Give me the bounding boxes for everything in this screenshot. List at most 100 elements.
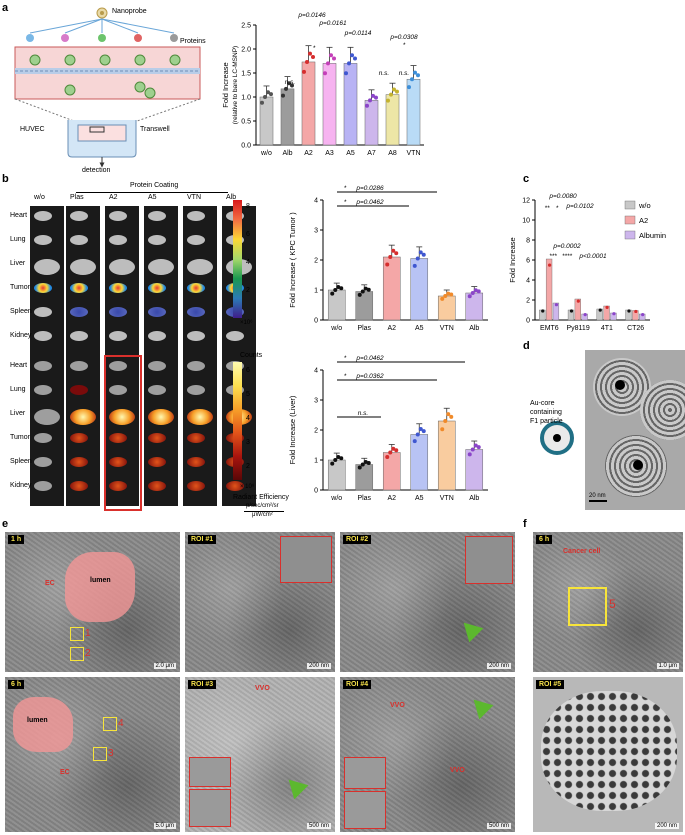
organ-image [148,235,166,245]
legend-label: A2 [639,216,648,225]
data-point [612,312,616,316]
cbar-bot-unit: × 10⁸ [240,484,255,490]
annotation: * [344,355,347,362]
d-caption-1: Au-core [530,400,555,407]
au-core-particle-icon [540,421,574,455]
lumen-label-2: lumen [27,717,48,724]
panel-label-b: b [2,173,9,185]
organ-image [226,481,244,491]
y-axis-label: Fold Increase ( KPC Tumor ) [288,212,297,308]
y-tick-label: 10 [522,218,530,225]
organ-image [148,457,166,467]
tag-1h: 1 h [8,535,25,544]
data-point [290,83,294,88]
y-axis-label: Fold Increase [221,62,230,107]
bar [410,434,429,491]
colorbar-top [233,200,242,318]
organ-image [148,307,166,317]
organ-image [109,457,127,467]
annotation: * [313,45,316,52]
organ-image [34,259,60,275]
organ-image [34,409,60,425]
organ-image [109,481,127,491]
y-tick-label: 4 [314,368,318,375]
scale-roi1: 200 nm [306,663,331,669]
d-caption-2: containing [530,409,562,416]
annotation: p=0.0080 [548,193,577,200]
annotation: * [344,185,347,192]
x-tick-label: Alb [282,150,292,157]
y-tick-label: 0.5 [241,119,251,126]
panel-label-e: e [2,518,9,530]
data-point [443,419,448,423]
tem-image-d: 20 nm [585,350,685,510]
annotation: p=0.0161 [318,20,347,27]
organ-image [109,409,135,425]
tem-e-1h: 1 h lumen EC 1 2 2.0 μm [5,532,180,672]
y-tick-label: 4 [314,198,318,205]
schematic-transwell [14,7,201,168]
organ-label: Spleen [10,308,32,315]
organ-image [187,457,205,467]
x-tick-label: A7 [367,150,376,157]
organ-image [70,385,88,395]
organ-image [34,385,52,395]
organ-label: Liver [10,260,26,267]
tag-roi2: ROI #2 [343,535,372,544]
organ-image [109,235,127,245]
x-tick-label: A3 [325,150,334,157]
d-scale: 20 nm [589,493,606,499]
data-point [541,309,545,313]
bar [343,63,358,146]
organ-image [187,409,213,425]
panel-label-f: f [523,518,527,530]
organ-label: Heart [10,212,28,219]
data-point [336,285,341,289]
annotation: p<0.0001 [578,253,607,260]
data-point [407,85,411,90]
organ-image [148,361,166,371]
organ-image [187,235,205,245]
organ-image [109,283,127,293]
organ-image [187,259,213,275]
panel-label-d: d [523,340,530,352]
cbar-bot-tick: 5 [246,391,250,398]
data-point [410,77,414,82]
y-tick-label: 0 [526,318,530,325]
x-tick-label: Alb [469,325,479,332]
data-point [449,414,454,419]
column-header: A2 [109,194,118,201]
organ-image [148,409,174,425]
y-axis-label: Fold Increase (Liver) [288,395,297,464]
organ-label: Spleen [10,458,32,465]
data-point [263,95,267,99]
organ-image [70,409,96,425]
roi-2-label: 2 [85,648,91,659]
roi-3-label: 3 [108,748,114,759]
annotation: p=0.0462 [355,199,384,206]
organ-label: Kidney [10,482,32,489]
data-point [605,305,609,309]
data-point [394,251,399,256]
cbar-top-tick: 8 [246,203,250,210]
data-point [363,459,368,464]
column-header: Alb [226,194,237,201]
tem-e-roi3: ROI #3 VVO 500 nm [185,677,335,832]
x-tick-label: A8 [388,150,397,157]
data-point [446,412,451,417]
data-point [421,429,426,434]
data-point [415,432,420,437]
tag-roi3: ROI #3 [188,680,217,689]
organ-label: Tumor [10,434,30,441]
data-point [323,71,327,76]
data-point [350,53,354,58]
roi-5-label: 5 [609,597,616,611]
cbar-top-tick: 4 [246,259,250,266]
organ-image [34,283,52,293]
organ-image [34,307,52,317]
scale-f-6h: 1.0 μm [656,663,679,669]
roi-1-label: 1 [85,628,91,639]
organ-image [70,361,88,371]
data-point [357,465,362,470]
tag-f-6h: 6 h [536,535,553,544]
